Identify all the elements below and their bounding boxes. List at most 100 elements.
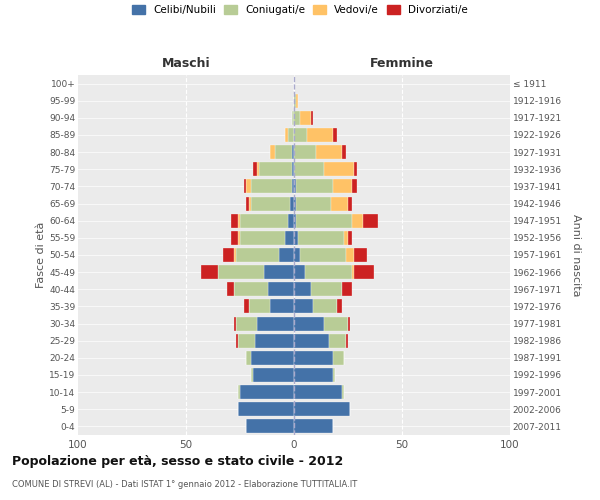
Bar — [238, 231, 240, 245]
Bar — [348, 196, 352, 210]
Bar — [298, 231, 344, 245]
Bar — [294, 351, 333, 365]
Bar — [324, 162, 355, 176]
Bar — [296, 94, 298, 108]
Bar — [287, 214, 294, 228]
Bar — [329, 334, 346, 347]
Bar — [333, 180, 352, 194]
Bar — [236, 316, 257, 330]
Bar — [240, 385, 294, 399]
Bar — [294, 231, 298, 245]
Bar — [294, 300, 313, 314]
Bar — [294, 196, 296, 210]
Bar — [294, 162, 324, 176]
Legend: Celibi/Nubili, Coniugati/e, Vedovi/e, Divorziati/e: Celibi/Nubili, Coniugati/e, Vedovi/e, Di… — [132, 5, 468, 15]
Bar — [331, 196, 348, 210]
Bar — [301, 111, 311, 125]
Bar — [257, 162, 259, 176]
Bar — [259, 162, 292, 176]
Bar — [294, 145, 316, 159]
Bar — [236, 334, 238, 347]
Bar — [227, 282, 233, 296]
Bar — [251, 368, 253, 382]
Bar — [341, 385, 344, 399]
Bar — [355, 162, 356, 176]
Bar — [311, 111, 313, 125]
Bar — [279, 248, 294, 262]
Bar — [301, 248, 346, 262]
Bar — [218, 265, 264, 279]
Bar — [238, 385, 240, 399]
Bar — [233, 282, 268, 296]
Bar — [294, 334, 329, 347]
Bar — [253, 162, 257, 176]
Bar — [233, 248, 236, 262]
Bar — [286, 231, 294, 245]
Bar — [240, 214, 287, 228]
Bar — [292, 162, 294, 176]
Bar — [294, 402, 350, 416]
Bar — [251, 351, 294, 365]
Bar — [307, 128, 333, 142]
Bar — [333, 128, 337, 142]
Bar — [247, 420, 294, 434]
Bar — [294, 420, 333, 434]
Bar — [248, 300, 270, 314]
Bar — [253, 368, 294, 382]
Text: COMUNE DI STREVI (AL) - Dati ISTAT 1° gennaio 2012 - Elaborazione TUTTITALIA.IT: COMUNE DI STREVI (AL) - Dati ISTAT 1° ge… — [12, 480, 357, 489]
Bar — [296, 196, 331, 210]
Bar — [238, 402, 294, 416]
Bar — [294, 214, 296, 228]
Bar — [305, 265, 352, 279]
Bar — [296, 214, 352, 228]
Text: Femmine: Femmine — [370, 57, 434, 70]
Bar — [294, 282, 311, 296]
Bar — [292, 111, 294, 125]
Bar — [346, 248, 355, 262]
Bar — [244, 180, 247, 194]
Bar — [232, 214, 238, 228]
Bar — [294, 180, 296, 194]
Bar — [290, 196, 294, 210]
Bar — [344, 231, 348, 245]
Bar — [296, 180, 333, 194]
Bar — [236, 248, 279, 262]
Bar — [238, 334, 255, 347]
Bar — [311, 282, 341, 296]
Bar — [294, 316, 324, 330]
Bar — [287, 128, 294, 142]
Bar — [348, 231, 352, 245]
Bar — [294, 94, 296, 108]
Bar — [251, 196, 290, 210]
Bar — [337, 300, 341, 314]
Bar — [232, 231, 238, 245]
Y-axis label: Anni di nascita: Anni di nascita — [571, 214, 581, 296]
Bar — [352, 180, 356, 194]
Bar — [240, 231, 286, 245]
Bar — [333, 368, 335, 382]
Bar — [223, 248, 233, 262]
Bar — [294, 265, 305, 279]
Bar — [247, 351, 251, 365]
Bar — [355, 248, 367, 262]
Bar — [292, 145, 294, 159]
Bar — [247, 180, 251, 194]
Bar — [286, 128, 287, 142]
Bar — [233, 316, 236, 330]
Bar — [363, 214, 378, 228]
Y-axis label: Fasce di età: Fasce di età — [36, 222, 46, 288]
Bar — [238, 214, 240, 228]
Bar — [294, 128, 307, 142]
Bar — [346, 334, 348, 347]
Bar — [341, 282, 352, 296]
Bar — [355, 265, 374, 279]
Text: Maschi: Maschi — [161, 57, 211, 70]
Bar — [294, 385, 341, 399]
Bar — [251, 180, 292, 194]
Bar — [292, 180, 294, 194]
Bar — [264, 265, 294, 279]
Bar — [268, 282, 294, 296]
Bar — [270, 300, 294, 314]
Bar — [247, 196, 248, 210]
Bar — [333, 351, 344, 365]
